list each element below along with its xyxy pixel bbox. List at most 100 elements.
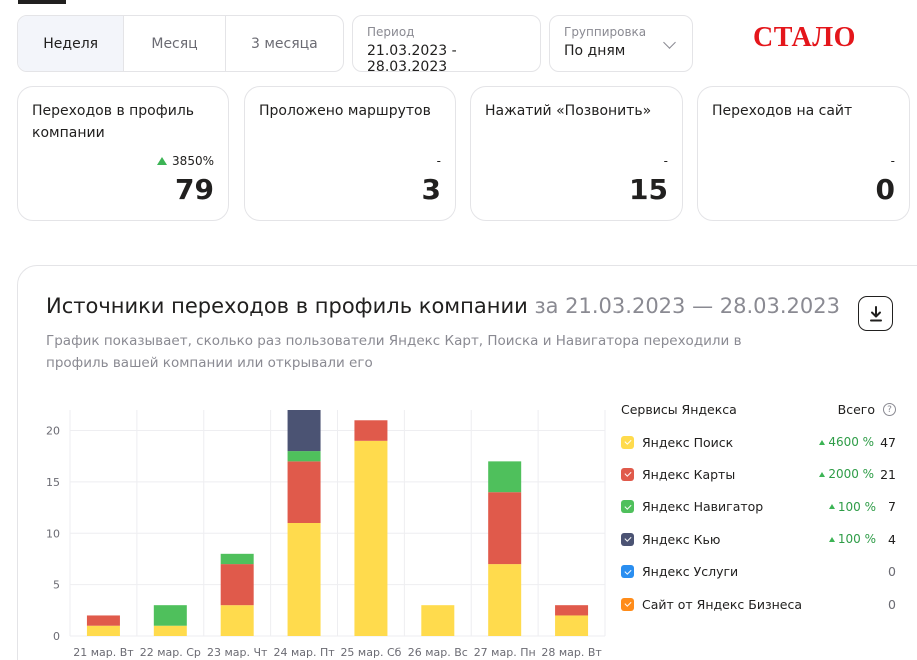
metric-value: 79: [175, 173, 214, 206]
legend-total-header: Всего: [837, 402, 875, 417]
legend-item-total: 4: [888, 531, 896, 547]
metric-card-site-visits: Переходов на сайт - 0: [697, 86, 910, 221]
legend-item-total: 7: [888, 499, 896, 515]
x-tick-label: 26 мар. Вс: [408, 646, 468, 659]
metric-card-profile-visits: Переходов в профиль компании 3850% 79: [17, 86, 229, 221]
bar-segment[interactable]: [287, 451, 321, 462]
bar-segment[interactable]: [555, 605, 589, 616]
arrow-up-icon: [819, 439, 826, 445]
bar-segment[interactable]: [153, 605, 187, 626]
bar-segment[interactable]: [153, 625, 187, 636]
metric-value: 0: [875, 173, 895, 206]
checkbox-icon[interactable]: [621, 597, 634, 611]
metric-title: Проложено маршрутов: [259, 103, 431, 119]
bar-segment[interactable]: [287, 461, 321, 523]
metric-title: Переходов в профиль компании: [32, 103, 195, 141]
bar-segment[interactable]: [220, 564, 254, 606]
period-value: 21.03.2023 - 28.03.2023: [367, 43, 457, 75]
x-tick-label: 25 мар. Сб: [340, 646, 401, 659]
legend-item-change: 100 %: [828, 532, 876, 546]
download-icon: [869, 305, 882, 321]
metric-delta: -: [890, 154, 895, 168]
checkbox-icon[interactable]: [621, 500, 634, 514]
bar-segment[interactable]: [421, 605, 455, 636]
bar-segment[interactable]: [86, 625, 120, 636]
x-tick-label: 28 мар. Вт: [541, 646, 602, 659]
x-tick-label: 21 мар. Вт: [73, 646, 134, 659]
bar-segment[interactable]: [220, 553, 254, 565]
bar-segment[interactable]: [488, 564, 522, 636]
legend-item-total: 47: [880, 434, 896, 450]
checkbox-icon[interactable]: [621, 435, 634, 449]
legend-item-name: Яндекс Карты: [642, 466, 736, 482]
bar-segment[interactable]: [488, 492, 522, 565]
tab-week[interactable]: Неделя: [18, 16, 125, 71]
legend-item-name: Яндекс Навигатор: [642, 499, 764, 515]
legend-item-total: 0: [888, 596, 896, 612]
bar-segment[interactable]: [555, 615, 589, 636]
metric-title: Переходов на сайт: [712, 103, 853, 119]
period-switcher: Неделя Месяц 3 месяца: [17, 15, 344, 72]
legend-item-total: 21: [880, 466, 896, 482]
question-circle-icon[interactable]: ?: [883, 403, 896, 416]
y-tick-label: 0: [53, 630, 60, 643]
arrow-up-icon: [828, 536, 835, 542]
bar-segment[interactable]: [354, 420, 388, 441]
tab-3-months[interactable]: 3 месяца: [250, 35, 318, 52]
checkbox-icon[interactable]: [621, 467, 634, 481]
metric-card-routes: Проложено маршрутов - 3: [244, 86, 456, 221]
bar-segment[interactable]: [287, 410, 321, 452]
bar-segment[interactable]: [220, 605, 254, 636]
checkbox-icon[interactable]: [621, 532, 634, 546]
bar-segment[interactable]: [354, 440, 388, 636]
checkbox-icon[interactable]: [621, 565, 634, 579]
period-label: Период: [367, 25, 415, 39]
legend-item-name: Яндекс Услуги: [642, 564, 739, 580]
metric-value: 15: [629, 173, 668, 206]
grouping-label: Группировка: [564, 25, 647, 39]
legend-item[interactable]: Яндекс Поиск 4600 % 47: [621, 432, 896, 452]
legend-item[interactable]: Яндекс Навигатор 100 % 7: [621, 497, 896, 517]
legend-header: Сервисы Яндекса Всего ?: [621, 402, 896, 417]
stamp-label: СТАЛО: [753, 22, 856, 53]
metric-delta: -: [436, 154, 441, 168]
metric-delta: -: [663, 154, 668, 168]
y-tick-label: 5: [53, 579, 60, 592]
download-button[interactable]: [858, 296, 893, 331]
arrow-up-icon: [819, 471, 826, 477]
arrow-up-icon: [828, 504, 835, 510]
bar-segment[interactable]: [86, 615, 120, 626]
arrow-up-icon: [157, 157, 168, 165]
metric-card-calls: Нажатий «Позвонить» - 15: [470, 86, 683, 221]
x-tick-label: 27 мар. Пн: [474, 646, 536, 659]
metric-value: 3: [421, 173, 441, 206]
tab-month[interactable]: Месяц: [124, 16, 226, 71]
sources-chart: 0 5 10 15 20 21 мар. Вт 22 мар. Ср 23 мар. Чт 24…: [46, 410, 606, 659]
grouping-value: По дням: [564, 43, 626, 59]
panel-title-period: за 21.03.2023 — 28.03.2023: [534, 294, 840, 318]
panel-title: Источники переходов в профиль компании з…: [46, 294, 840, 318]
legend-item-change: 2000 %: [819, 467, 874, 481]
legend-item[interactable]: Яндекс Услуги 0: [621, 562, 896, 582]
bar-segment[interactable]: [287, 523, 321, 636]
grouping-select[interactable]: Группировка По дням: [549, 15, 693, 72]
legend-item[interactable]: Яндекс Карты 2000 % 21: [621, 464, 896, 484]
x-tick-label: 24 мар. Пт: [273, 646, 335, 659]
legend-item-name: Яндекс Кью: [642, 531, 721, 547]
legend-item-total: 0: [888, 564, 896, 580]
sources-panel: [17, 265, 917, 660]
x-tick-label: 23 мар. Чт: [207, 646, 268, 659]
y-tick-label: 15: [46, 476, 60, 489]
metric-title: Нажатий «Позвонить»: [485, 103, 652, 119]
legend-item-name: Сайт от Яндекс Бизнеса: [642, 596, 802, 612]
x-tick-label: 22 мар. Ср: [140, 646, 201, 659]
period-field[interactable]: Период 21.03.2023 - 28.03.2023: [352, 15, 541, 75]
legend-item[interactable]: Яндекс Кью 100 % 4: [621, 529, 896, 549]
active-tab-indicator: [18, 0, 66, 4]
metric-delta: 3850%: [157, 154, 214, 168]
y-tick-label: 10: [46, 527, 60, 540]
y-tick-label: 20: [46, 425, 60, 438]
legend-item-change: 100 %: [828, 500, 876, 514]
bar-segment[interactable]: [488, 461, 522, 493]
legend-item[interactable]: Сайт от Яндекс Бизнеса 0: [621, 594, 896, 614]
